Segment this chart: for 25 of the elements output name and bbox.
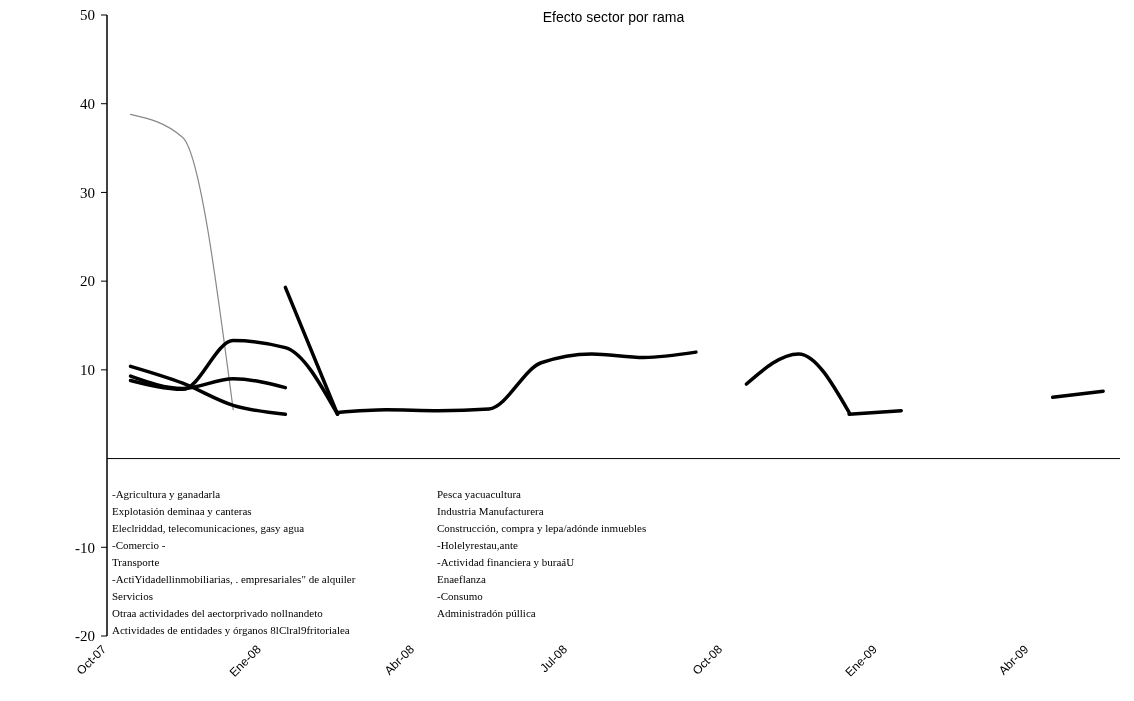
- annotation: -ActiYidadellinmobiliarias, . empresariales" de alquiler: [112, 573, 356, 585]
- annotation: -Comercio -: [112, 539, 166, 551]
- annotation: Construcción, compra y lepa/adónde inmuebles: [437, 522, 647, 534]
- annotation: Enaeflanza: [437, 573, 486, 585]
- annotation: Actividades de entidades y órganos 8lClral9fritorialea: [112, 624, 350, 636]
- annotation: Transporte: [112, 556, 160, 568]
- annotation: -Consumo: [437, 590, 484, 602]
- y-tick-label: 10: [80, 362, 95, 379]
- annotation: Servicios: [112, 590, 153, 602]
- annotation: Eleclriddad, telecomunicaciones, gasy agua: [112, 522, 305, 534]
- y-tick-label: -20: [75, 628, 95, 645]
- y-tick-label: 40: [80, 95, 95, 112]
- annotation: Otraa actividades del aectorprivado nollnandeto: [112, 607, 324, 619]
- annotation: -Holelyrestau,ante: [437, 539, 519, 551]
- annotation: Industria Manufacturera: [437, 505, 544, 517]
- chart-title: Efecto sector por rama: [542, 9, 685, 25]
- y-tick-label: 50: [80, 7, 95, 24]
- annotation: Administradón púllica: [437, 607, 536, 619]
- annotation: Explotasión deminaa y canteras: [112, 505, 252, 517]
- annotation: Pesca yacuacultura: [437, 488, 522, 500]
- y-tick-label: -10: [75, 539, 95, 556]
- y-tick-label: 30: [80, 184, 95, 201]
- y-tick-label: 20: [80, 273, 95, 290]
- annotation: -Actividad financiera y buraáU: [437, 556, 575, 568]
- annotation: -Agricultura y ganadarla: [112, 488, 221, 500]
